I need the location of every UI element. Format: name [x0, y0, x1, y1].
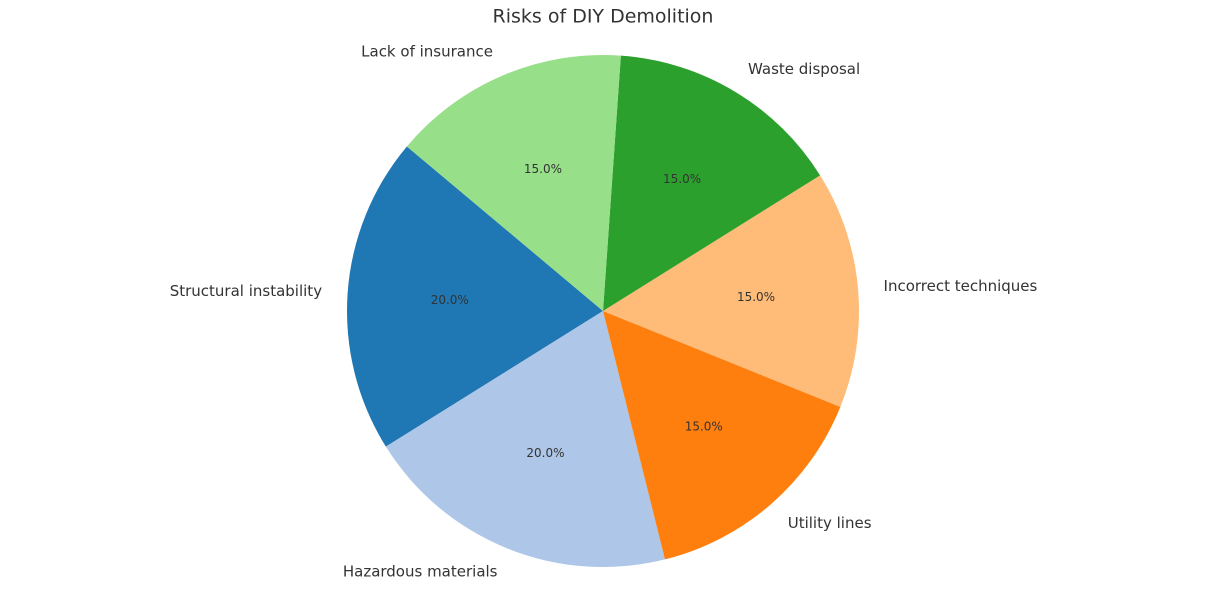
- slice-label: Utility lines: [788, 514, 872, 532]
- pie-wedge: [603, 175, 859, 407]
- percent-label: 15.0%: [685, 419, 723, 433]
- pie-wedge: [603, 55, 821, 312]
- pie-wedge: [406, 55, 621, 311]
- slice-label: Hazardous materials: [343, 563, 498, 581]
- pie-wedge: [385, 311, 665, 567]
- slice-label: Structural instability: [170, 282, 322, 300]
- percent-label: 20.0%: [526, 446, 564, 460]
- percent-label: 15.0%: [524, 162, 562, 176]
- slice-label: Waste disposal: [748, 60, 860, 78]
- percent-label: 15.0%: [737, 290, 775, 304]
- chart-title: Risks of DIY Demolition: [493, 6, 714, 28]
- percent-label: 20.0%: [431, 293, 469, 307]
- pie-wedge: [603, 311, 841, 560]
- percent-label: 15.0%: [663, 172, 701, 186]
- pie-wedge: [347, 146, 603, 447]
- slice-label: Lack of insurance: [361, 42, 493, 60]
- slice-label: Incorrect techniques: [884, 277, 1038, 295]
